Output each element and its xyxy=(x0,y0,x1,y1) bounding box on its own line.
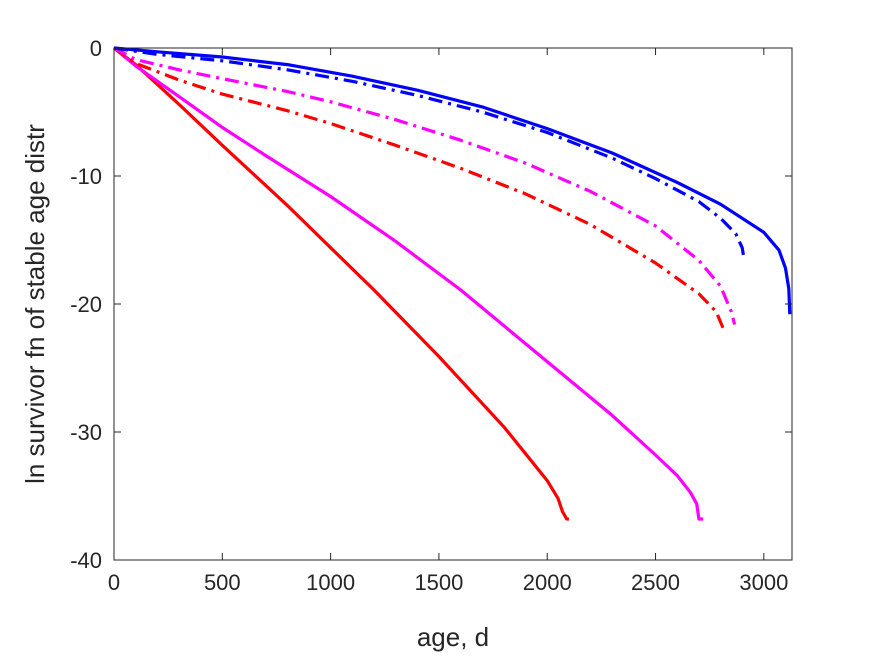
series-line-4 xyxy=(113,46,737,325)
x-tick-label: 3000 xyxy=(739,570,788,595)
plot-area xyxy=(114,48,792,560)
y-tick-label: -10 xyxy=(70,164,102,189)
y-tick-label: -20 xyxy=(70,292,102,317)
x-tick-label: 500 xyxy=(204,570,241,595)
series-layer xyxy=(112,46,792,521)
y-tick-label: 0 xyxy=(90,36,102,61)
series-line-1 xyxy=(113,46,569,521)
series-line-6 xyxy=(113,46,792,315)
x-tick-label: 2500 xyxy=(631,570,680,595)
x-tick-label: 2000 xyxy=(523,570,572,595)
series-line-2 xyxy=(112,46,704,521)
y-tick-label: -40 xyxy=(70,548,102,573)
y-axis-label: ln survivor fn of stable age distr xyxy=(20,124,50,484)
axes-layer: 0 500 1000 1500 2000 2500 3000 0 -10 -20 -30 -40 xyxy=(70,36,793,595)
x-tick-label: 0 xyxy=(108,570,120,595)
series-line-3 xyxy=(113,46,727,333)
x-axis-label: age, d xyxy=(417,622,489,652)
x-tick-label: 1000 xyxy=(306,570,355,595)
x-tick-label: 1500 xyxy=(414,570,463,595)
series-line-5 xyxy=(113,46,746,261)
y-tick-label: -30 xyxy=(70,420,102,445)
